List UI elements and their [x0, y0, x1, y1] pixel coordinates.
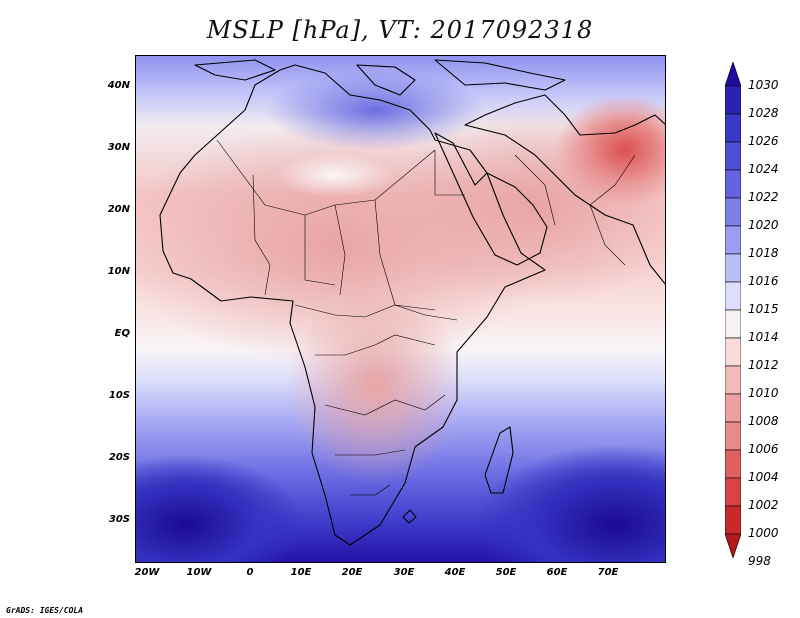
- high-pressure-mediterranean: [265, 70, 485, 150]
- chart-title: MSLP [hPa], VT: 2017092318: [206, 16, 594, 44]
- colorbar-level-label: 1018: [748, 246, 779, 260]
- latitude-label-30n: 30N: [107, 142, 130, 153]
- colorbar-level-label: 1020: [748, 218, 779, 232]
- colorbar-swatch: [725, 253, 741, 283]
- high-pressure-south-atlantic: [135, 455, 305, 563]
- longitude-label-20e: 20E: [341, 567, 363, 578]
- colorbar-swatch: [725, 62, 741, 87]
- latitude-label-30s: 30S: [108, 514, 130, 525]
- longitude-label-10w: 10W: [186, 567, 212, 578]
- longitude-label-30e: 30E: [393, 567, 415, 578]
- colorbar-swatch: [725, 421, 741, 451]
- colorbar-swatch: [725, 505, 741, 535]
- latitude-label-10s: 10S: [108, 390, 130, 401]
- colorbar-swatch: [725, 393, 741, 423]
- colorbar-level-label: 1026: [748, 134, 779, 148]
- colorbar-swatch: [725, 365, 741, 395]
- colorbar-swatch: [725, 309, 741, 339]
- colorbar-level-label: 1014: [748, 330, 779, 344]
- map-panel: [135, 55, 666, 563]
- colorbar-level-label: 1002: [748, 498, 779, 512]
- colorbar-level-label: 1006: [748, 442, 779, 456]
- mslp-map: [135, 55, 666, 563]
- colorbar-level-label: 1000: [748, 526, 779, 540]
- colorbar-swatch: [725, 477, 741, 507]
- neutral-band-north: [275, 153, 395, 197]
- country-borders: [216, 139, 636, 496]
- colorbar: [725, 62, 741, 558]
- colorbar-swatch: [725, 169, 741, 199]
- map-border: [135, 55, 666, 563]
- colorbar-swatch: [725, 533, 741, 558]
- latitude-label-40n: 40N: [107, 80, 130, 91]
- longitude-label-20w: 20W: [134, 567, 160, 578]
- colorbar-swatch: [725, 141, 741, 171]
- longitude-label-40e: 40E: [444, 567, 466, 578]
- low-pressure-central-africa: [285, 285, 465, 485]
- colorbar-level-label: 1012: [748, 358, 779, 372]
- colorbar-swatch: [725, 113, 741, 143]
- latitude-label-20n: 20N: [107, 204, 130, 215]
- high-pressure-indian-ocean: [475, 445, 666, 563]
- longitude-label-70e: 70E: [597, 567, 619, 578]
- colorbar-swatch: [725, 85, 741, 115]
- longitude-label-0: 0: [246, 567, 254, 578]
- colorbar-swatch: [725, 281, 741, 311]
- longitude-label-10e: 10E: [290, 567, 312, 578]
- longitude-label-60e: 60E: [546, 567, 568, 578]
- grads-credit: GrADS: IGES/COLA: [6, 606, 84, 615]
- colorbar-level-label: 1024: [748, 162, 779, 176]
- colorbar-level-label: 1015: [748, 302, 779, 316]
- latitude-label-20s: 20S: [108, 452, 130, 463]
- colorbar-swatch: [725, 449, 741, 479]
- colorbar-level-label: 1022: [748, 190, 779, 204]
- latitude-label-eq: EQ: [114, 328, 130, 339]
- colorbar-level-label: 998: [748, 554, 771, 568]
- longitude-label-50e: 50E: [495, 567, 517, 578]
- latitude-label-10n: 10N: [107, 266, 130, 277]
- colorbar-level-label: 1008: [748, 414, 779, 428]
- colorbar-level-label: 1004: [748, 470, 779, 484]
- colorbar-swatch: [725, 225, 741, 255]
- colorbar-swatch: [725, 337, 741, 367]
- colorbar-level-label: 1016: [748, 274, 779, 288]
- low-pressure-pakistan: [555, 95, 666, 205]
- colorbar-level-label: 1028: [748, 106, 779, 120]
- colorbar-level-label: 1030: [748, 78, 779, 92]
- colorbar-swatch: [725, 197, 741, 227]
- colorbar-level-label: 1010: [748, 386, 779, 400]
- colorbar-swatches: [725, 62, 741, 558]
